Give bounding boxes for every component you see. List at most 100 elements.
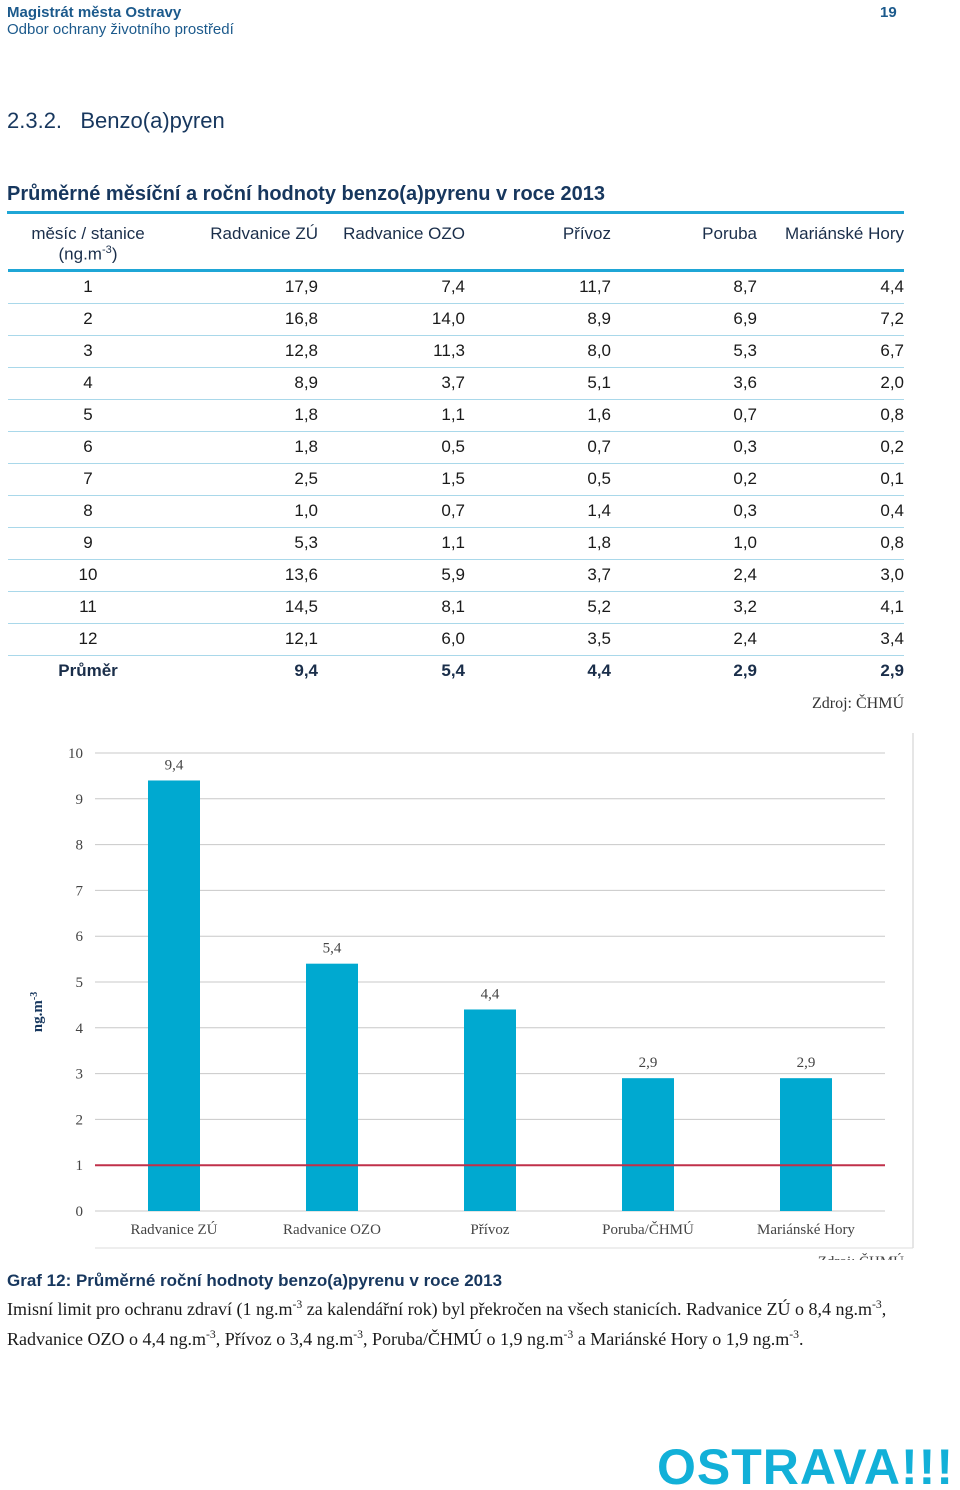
- column-header: Přívoz: [465, 214, 611, 270]
- x-tick-label: Radvanice ZÚ: [130, 1221, 217, 1238]
- y-tick-label: 4: [76, 1021, 84, 1037]
- column-header: Radvanice OZO: [318, 214, 465, 270]
- cell: 3,2: [611, 590, 757, 623]
- cell: 3,7: [318, 366, 465, 399]
- cell: 5,1: [465, 366, 611, 399]
- header-text: Poruba: [702, 224, 757, 243]
- cell: 2: [8, 302, 168, 335]
- cell: 0,7: [318, 494, 465, 527]
- column-header: měsíc / stanice (ng.m-3): [8, 214, 168, 270]
- y-tick-label: 6: [76, 929, 84, 945]
- row: 8 1,0 0,7 1,4 0,3 0,4: [8, 494, 904, 527]
- cell: 5,9: [318, 558, 465, 591]
- cell: 6: [8, 430, 168, 463]
- cell: 11,7: [465, 269, 611, 303]
- cell: 1,8: [465, 526, 611, 559]
- cell: 17,9: [168, 269, 318, 303]
- row: 6 1,8 0,5 0,7 0,3 0,2: [8, 430, 904, 463]
- logo: OSTRAVA!!!: [657, 1439, 954, 1490]
- y-tick-label: 0: [76, 1204, 84, 1220]
- cell: 3,4: [757, 622, 904, 655]
- x-tick-label: Přívoz: [470, 1222, 510, 1238]
- unit: (ng.m: [58, 244, 102, 264]
- header-text: Radvanice OZO: [343, 224, 465, 243]
- value-label: 9,4: [165, 757, 184, 773]
- y-tick-label: 10: [68, 746, 83, 762]
- cell: 2,0: [757, 366, 904, 399]
- cell: 16,8: [168, 302, 318, 335]
- caption: Graf 12: Průměrné roční hodnoty benzo(a)…: [7, 1271, 503, 1290]
- cell: 3: [8, 334, 168, 367]
- column-header: Mariánské Hory: [757, 214, 904, 270]
- cell: Průměr: [8, 654, 168, 687]
- text-run: , Přívoz o 3,4 ng.m: [215, 1329, 354, 1349]
- cell: 0,4: [757, 494, 904, 527]
- cell: 8,9: [168, 366, 318, 399]
- cell: 2,4: [611, 622, 757, 655]
- cell: 5,3: [168, 526, 318, 559]
- y-tick-label: 2: [76, 1112, 84, 1128]
- y-tick-label: 5: [76, 975, 84, 991]
- cell: 6,0: [318, 622, 465, 655]
- y-tick-label: 8: [76, 838, 84, 854]
- cell: 12,1: [168, 622, 318, 655]
- bar: [780, 1078, 832, 1211]
- cell: 3,5: [465, 622, 611, 655]
- row: 5 1,8 1,1 1,6 0,7 0,8: [8, 398, 904, 431]
- value-label: 2,9: [639, 1055, 658, 1071]
- table-source: Zdroj: ČHMÚ: [812, 695, 904, 712]
- cell: 12,8: [168, 334, 318, 367]
- cell: 4,4: [757, 269, 904, 303]
- text-run: -3: [353, 1328, 363, 1341]
- cell: 1,0: [168, 494, 318, 527]
- cell: 0,8: [757, 398, 904, 431]
- value-label: 5,4: [323, 941, 342, 957]
- cell: 1,8: [168, 398, 318, 431]
- y-label-part: -3: [29, 992, 40, 1000]
- row: 4 8,9 3,7 5,1 3,6 2,0: [8, 366, 904, 399]
- y-tick-label: 3: [76, 1067, 84, 1083]
- header-text: Přívoz: [562, 224, 611, 243]
- text-run: , Radvanice OZO o 4,4 ng.m: [7, 1299, 887, 1349]
- text-run: -3: [789, 1328, 799, 1341]
- cell: 4,1: [757, 590, 904, 623]
- cell: 14,0: [318, 302, 465, 335]
- cell: 0,3: [611, 430, 757, 463]
- cell: 7,2: [757, 302, 904, 335]
- cell: 4: [8, 366, 168, 399]
- column-header: Radvanice ZÚ: [168, 214, 318, 270]
- average-row: Průměr 9,4 5,4 4,4 2,9 2,9: [8, 654, 904, 687]
- cell: 0,2: [757, 430, 904, 463]
- section-heading: 2.3.2. Benzo(a)pyren: [7, 108, 225, 133]
- bar: [306, 963, 358, 1211]
- page-number: 19: [880, 4, 897, 21]
- table-title: Průměrné měsíční a roční hodnoty benzo(a…: [7, 183, 605, 205]
- row: 2 16,8 14,0 8,9 6,9 7,2: [8, 302, 904, 335]
- text-run: -3: [872, 1298, 882, 1311]
- text-run: Imisní limit pro ochranu zdraví (1 ng.m: [7, 1299, 293, 1319]
- x-tick-label: Poruba/ČHMÚ: [602, 1221, 694, 1238]
- cell: 5,2: [465, 590, 611, 623]
- cell: 8,9: [465, 302, 611, 335]
- column-header: Poruba: [611, 214, 757, 270]
- cell: 7: [8, 462, 168, 495]
- cell: 7,4: [318, 269, 465, 303]
- dept: Odbor ochrany životního prostředí: [7, 21, 234, 38]
- y-tick-label: 7: [76, 883, 84, 899]
- cell: 9,4: [168, 654, 318, 687]
- rule: [7, 211, 904, 214]
- y-tick-label: 1: [76, 1158, 84, 1174]
- y-label-part: ng.m: [30, 1000, 46, 1033]
- cell: 1,6: [465, 398, 611, 431]
- text-run: , Poruba/ČHMÚ o 1,9 ng.m: [362, 1329, 564, 1349]
- x-tick-label: Radvanice OZO: [283, 1222, 381, 1238]
- cell: 6,7: [757, 334, 904, 367]
- cell: 2,9: [757, 654, 904, 687]
- cell: 5,3: [611, 334, 757, 367]
- bar: [148, 780, 200, 1211]
- row: 7 2,5 1,5 0,5 0,2 0,1: [8, 462, 904, 495]
- cell: 5: [8, 398, 168, 431]
- cell: 1,0: [611, 526, 757, 559]
- unit: -3: [101, 244, 112, 256]
- text-run: -3: [563, 1328, 574, 1341]
